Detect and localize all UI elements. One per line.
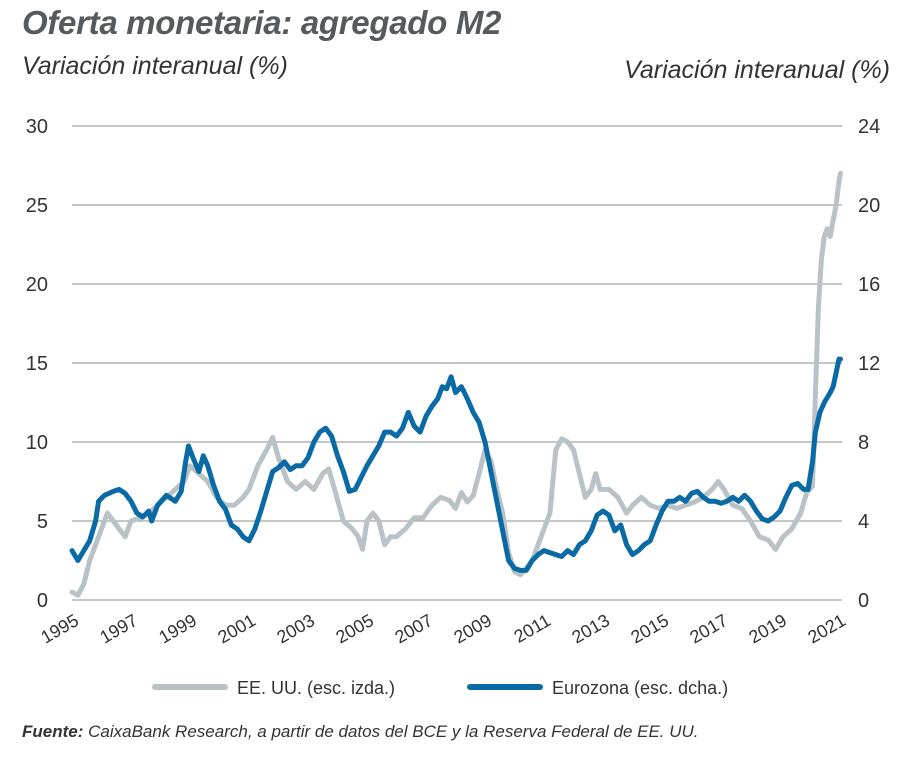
right-y-ticks: 0 4 8 12 16 20 24 xyxy=(858,116,880,612)
x-tick-label: 1997 xyxy=(96,610,141,647)
y-tick-label-right: 12 xyxy=(858,353,880,375)
y-tick-label-left: 15 xyxy=(26,353,48,375)
source-label: Fuente: xyxy=(22,722,84,741)
series-line-eurozone xyxy=(69,356,843,573)
chart-title: Oferta monetaria: agregado M2 xyxy=(22,4,502,41)
x-tick-label: 2007 xyxy=(391,610,436,647)
left-y-ticks: 0 5 10 15 20 25 30 xyxy=(26,116,48,612)
source-note: Fuente: CaixaBank Research, a partir de … xyxy=(22,722,699,742)
line-chart: 0 5 10 15 20 25 30 0 4 8 12 16 20 24 1995 1997 1999 200… xyxy=(26,116,881,698)
x-tick-label: 2019 xyxy=(745,610,790,647)
y-tick-label-left: 30 xyxy=(26,116,48,138)
y-tick-label-left: 25 xyxy=(26,195,48,217)
y-tick-label-right: 16 xyxy=(858,274,880,296)
legend: EE. UU. (esc. izda.) Eurozona (esc. dcha.… xyxy=(152,678,728,698)
x-tick-label: 2011 xyxy=(510,610,554,647)
y-tick-label-right: 20 xyxy=(858,195,880,217)
y-tick-label-left: 5 xyxy=(37,511,48,533)
gridlines xyxy=(72,125,842,601)
x-tick-label: 2021 xyxy=(804,610,849,647)
y-tick-label-left: 10 xyxy=(26,432,48,454)
legend-label-eurozone: Eurozona (esc. dcha.) xyxy=(552,678,728,698)
x-tick-label: 2003 xyxy=(273,610,318,647)
x-tick-label: 2005 xyxy=(332,610,377,647)
legend-label-us: EE. UU. (esc. izda.) xyxy=(237,678,395,698)
left-axis-label: Variación interanual (%) xyxy=(22,52,288,80)
x-tick-label: 2015 xyxy=(627,610,672,647)
x-tick-label: 2013 xyxy=(568,610,613,647)
y-tick-label-left: 20 xyxy=(26,274,48,296)
right-axis-label: Variación interanual (%) xyxy=(624,56,890,84)
x-tick-label: 2017 xyxy=(686,610,731,647)
x-tick-label: 2001 xyxy=(214,610,259,647)
x-tick-label: 2009 xyxy=(450,610,495,647)
series-lines xyxy=(69,170,843,598)
source-text: CaixaBank Research, a partir de datos de… xyxy=(88,722,699,741)
x-ticks: 1995 1997 1999 2001 2003 2005 2007 2009 2011 2013… xyxy=(37,610,849,647)
x-tick-label: 1995 xyxy=(37,610,82,647)
y-tick-label-right: 0 xyxy=(858,590,869,612)
series-line-us xyxy=(69,170,843,598)
y-tick-label-left: 0 xyxy=(37,590,48,612)
x-tick-label: 1999 xyxy=(155,610,200,647)
y-tick-label-right: 4 xyxy=(858,511,869,533)
y-tick-label-right: 8 xyxy=(858,432,869,454)
y-tick-label-right: 24 xyxy=(858,116,880,138)
